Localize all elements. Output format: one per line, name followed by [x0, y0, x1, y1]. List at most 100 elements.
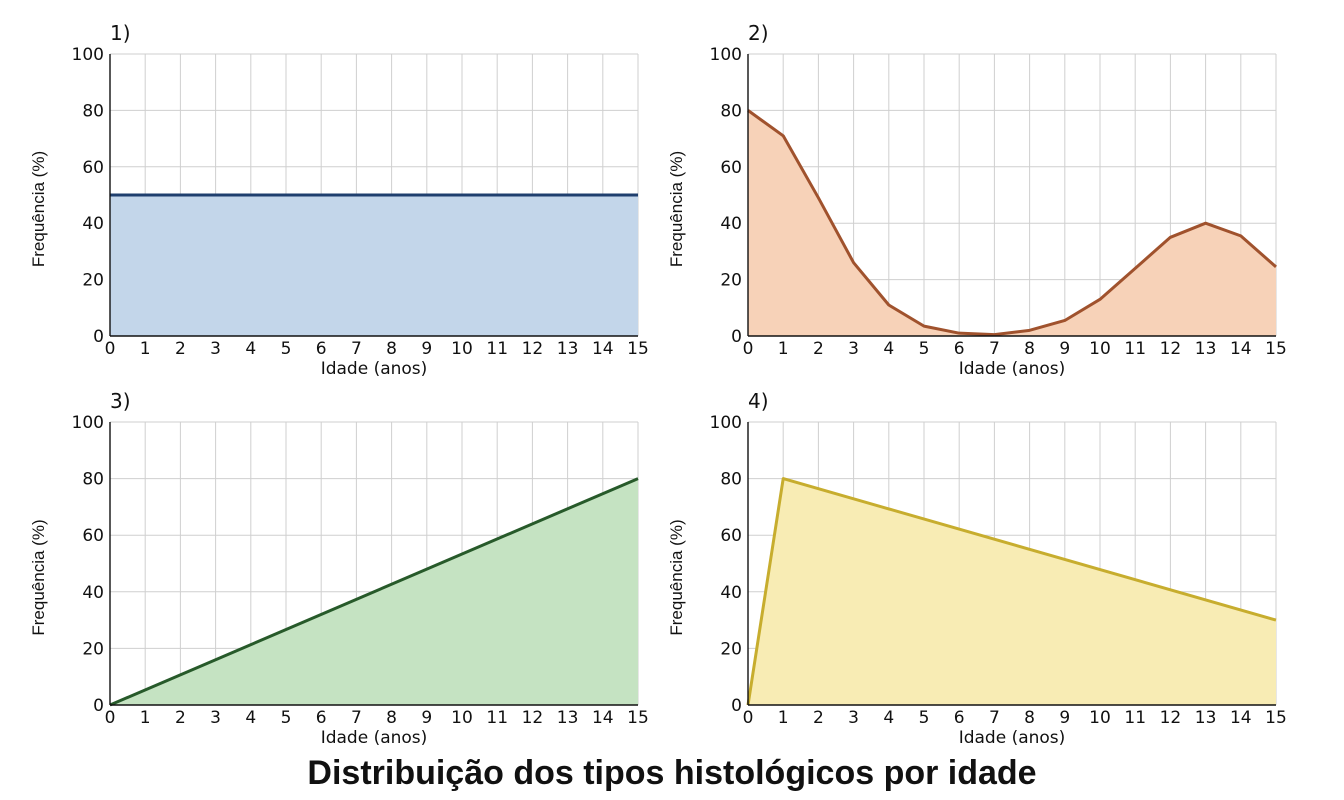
y-tick-label: 80 — [82, 470, 104, 490]
y-tick-label: 60 — [720, 158, 742, 178]
y-tick-label: 100 — [72, 413, 104, 433]
y-tick-label: 60 — [82, 158, 104, 178]
x-tick-label: 2 — [175, 708, 186, 728]
y-tick-label: 40 — [82, 214, 104, 234]
y-tick-label: 80 — [720, 101, 742, 121]
x-tick-label: 11 — [486, 708, 508, 728]
x-tick-label: 15 — [627, 708, 649, 728]
x-tick-label: 10 — [451, 339, 473, 359]
x-tick-label: 4 — [883, 708, 894, 728]
y-axis-label: Frequência (%) — [29, 519, 48, 635]
x-tick-label: 2 — [813, 708, 824, 728]
x-tick-label: 1 — [140, 708, 151, 728]
x-tick-label: 2 — [813, 339, 824, 359]
y-tick-label: 20 — [82, 271, 104, 291]
x-tick-label: 4 — [883, 339, 894, 359]
x-tick-label: 3 — [848, 339, 859, 359]
y-tick-label: 60 — [82, 526, 104, 546]
y-tick-label: 20 — [720, 271, 742, 291]
x-tick-label: 11 — [1124, 708, 1146, 728]
x-tick-label: 1 — [778, 339, 789, 359]
x-tick-label: 13 — [557, 708, 579, 728]
chart-panel-4: 0 1 2 3 4 5 6 7 8 9 10 11 12 13 14 15020406080100Idade … — [667, 389, 1287, 748]
x-tick-label: 5 — [281, 708, 292, 728]
series-area — [748, 110, 1276, 337]
y-tick-label: 80 — [82, 101, 104, 121]
x-tick-label: 6 — [954, 339, 965, 359]
x-tick-label: 3 — [210, 339, 221, 359]
x-tick-label: 14 — [592, 339, 614, 359]
x-tick-label: 15 — [1265, 339, 1287, 359]
y-tick-label: 20 — [720, 639, 742, 659]
x-tick-label: 7 — [351, 339, 362, 359]
x-tick-label: 9 — [421, 708, 432, 728]
x-axis-label: Idade (anos) — [959, 728, 1066, 748]
x-tick-label: 8 — [386, 708, 397, 728]
x-tick-label: 0 — [105, 339, 116, 359]
y-tick-label: 40 — [720, 214, 742, 234]
x-tick-label: 14 — [1230, 708, 1252, 728]
panel-label: 2) — [748, 21, 769, 45]
x-axis-label: Idade (anos) — [959, 359, 1066, 379]
y-tick-label: 80 — [720, 470, 742, 490]
y-tick-label: 0 — [731, 696, 742, 716]
y-tick-label: 20 — [82, 639, 104, 659]
x-tick-label: 7 — [989, 339, 1000, 359]
x-tick-label: 12 — [522, 708, 544, 728]
x-tick-label: 1 — [140, 339, 151, 359]
series-line — [746, 477, 1277, 706]
x-tick-label: 7 — [351, 708, 362, 728]
x-tick-label: 14 — [1230, 339, 1252, 359]
x-tick-label: 11 — [1124, 339, 1146, 359]
x-axis-label: Idade (anos) — [321, 728, 428, 748]
y-tick-label: 40 — [720, 583, 742, 603]
x-tick-label: 10 — [451, 708, 473, 728]
x-tick-label: 5 — [919, 339, 930, 359]
x-tick-label: 5 — [281, 339, 292, 359]
x-tick-label: 8 — [1024, 339, 1035, 359]
x-tick-label: 9 — [421, 339, 432, 359]
chart-panel-1: 0 1 2 3 4 5 6 7 8 9 10 11 12 13 14 15020406080100Idade … — [29, 21, 649, 379]
chart-panel-3: 0 1 2 3 4 5 6 7 8 9 10 11 12 13 14 15020406080100Idade … — [29, 389, 649, 748]
y-tick-label: 100 — [72, 45, 104, 65]
x-tick-label: 14 — [592, 708, 614, 728]
y-tick-label: 0 — [93, 327, 104, 347]
series-area — [110, 195, 638, 336]
figure-title: Distribuição dos tipos histológicos por … — [307, 754, 1037, 792]
x-tick-label: 6 — [316, 339, 327, 359]
x-tick-label: 0 — [105, 708, 116, 728]
y-tick-label: 0 — [93, 696, 104, 716]
x-tick-label: 1 — [778, 708, 789, 728]
axes — [109, 422, 638, 706]
x-tick-label: 8 — [386, 339, 397, 359]
x-tick-label: 7 — [989, 708, 1000, 728]
y-axis-label: Frequência (%) — [667, 519, 686, 635]
x-tick-label: 3 — [210, 708, 221, 728]
x-tick-label: 9 — [1059, 708, 1070, 728]
panel-label: 3) — [110, 389, 131, 413]
series-area — [748, 478, 1276, 705]
x-tick-label: 6 — [954, 708, 965, 728]
axes — [747, 54, 1276, 337]
x-tick-label: 13 — [1195, 708, 1217, 728]
x-tick-label: 12 — [1160, 708, 1182, 728]
x-tick-label: 5 — [919, 708, 930, 728]
x-tick-label: 4 — [245, 339, 256, 359]
series-line — [109, 477, 639, 707]
x-tick-label: 4 — [245, 708, 256, 728]
y-tick-label: 100 — [710, 413, 742, 433]
axes — [109, 54, 638, 337]
x-tick-label: 13 — [557, 339, 579, 359]
y-tick-label: 0 — [731, 327, 742, 347]
x-tick-label: 0 — [743, 708, 754, 728]
x-tick-label: 15 — [627, 339, 649, 359]
series-line — [747, 109, 1277, 337]
x-tick-label: 12 — [1160, 339, 1182, 359]
panel-label: 4) — [748, 389, 769, 413]
y-axis-label: Frequência (%) — [667, 151, 686, 267]
y-tick-label: 40 — [82, 583, 104, 603]
x-tick-label: 12 — [522, 339, 544, 359]
x-tick-label: 11 — [486, 339, 508, 359]
x-tick-label: 2 — [175, 339, 186, 359]
chart-panel-2: 0 1 2 3 4 5 6 7 8 9 10 11 12 13 14 15020406080100Idade … — [667, 21, 1287, 379]
